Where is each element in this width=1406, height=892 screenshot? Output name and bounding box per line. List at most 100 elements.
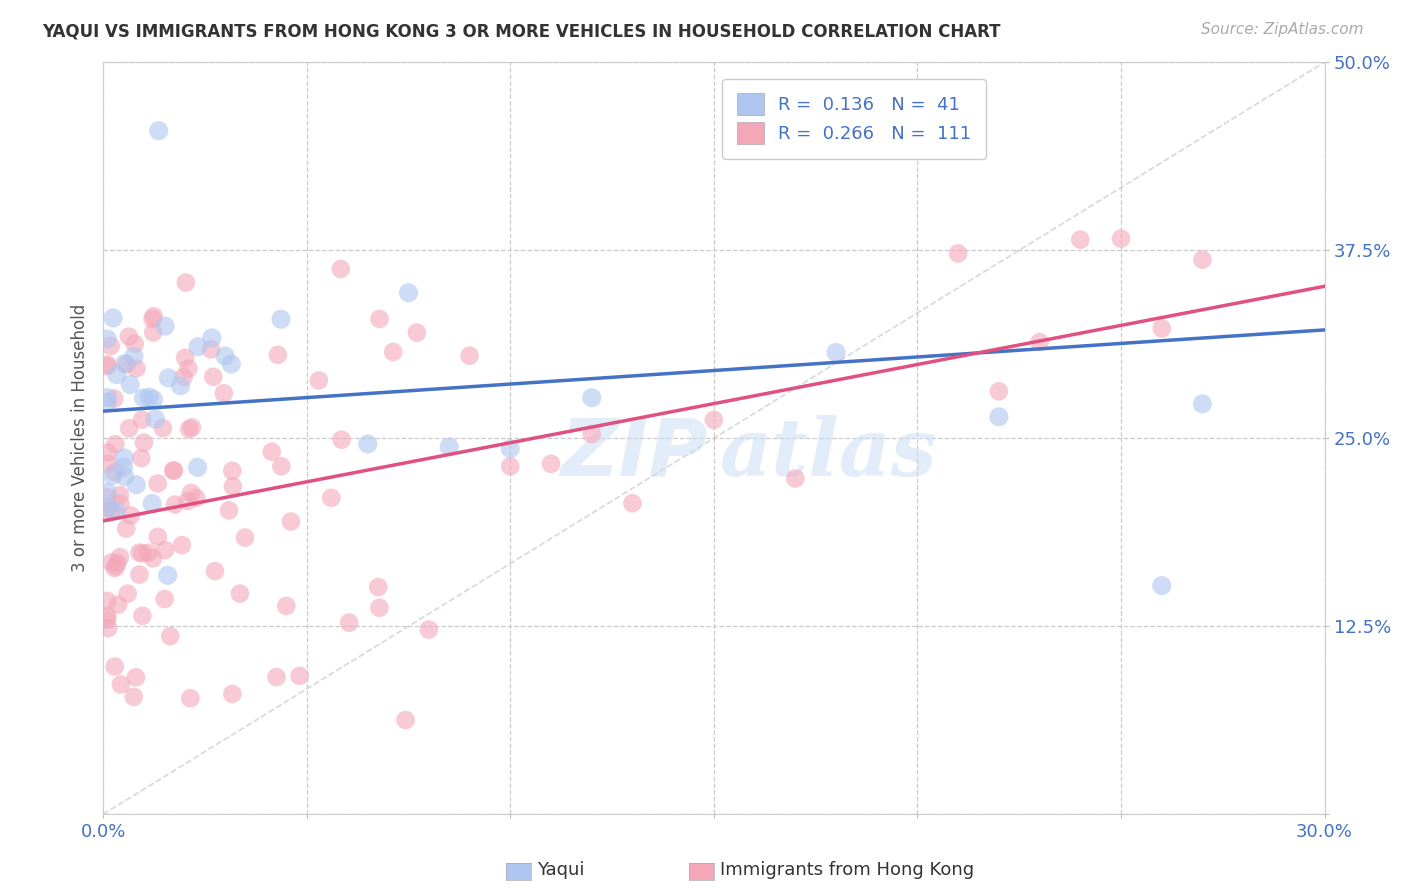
- Point: [825, 345, 848, 359]
- Point: [157, 371, 180, 385]
- Point: [987, 384, 1010, 399]
- Point: [103, 392, 125, 406]
- Text: Source: ZipAtlas.com: Source: ZipAtlas.com: [1201, 22, 1364, 37]
- Point: [1191, 397, 1213, 411]
- Point: [112, 450, 135, 465]
- Point: [110, 496, 132, 510]
- Point: [145, 412, 167, 426]
- Point: [105, 556, 128, 570]
- Point: [97, 621, 120, 635]
- Point: [270, 312, 292, 326]
- Point: [118, 329, 141, 343]
- Point: [1191, 252, 1213, 267]
- Text: ZIP: ZIP: [561, 414, 707, 492]
- Point: [368, 312, 391, 326]
- Point: [458, 349, 481, 363]
- Point: [221, 687, 243, 701]
- Point: [222, 479, 245, 493]
- Text: Immigrants from Hong Kong: Immigrants from Hong Kong: [720, 861, 974, 879]
- Point: [987, 409, 1010, 424]
- Point: [96, 503, 118, 517]
- Point: [418, 623, 440, 637]
- Point: [1150, 321, 1173, 335]
- Point: [499, 459, 522, 474]
- Point: [382, 345, 405, 359]
- Point: [398, 285, 420, 300]
- Point: [122, 690, 145, 704]
- Point: [104, 659, 127, 673]
- Point: [180, 486, 202, 500]
- Point: [170, 538, 193, 552]
- Point: [280, 515, 302, 529]
- Point: [204, 564, 226, 578]
- Point: [125, 477, 148, 491]
- Point: [179, 422, 201, 436]
- Point: [96, 485, 118, 500]
- Point: [221, 464, 243, 478]
- Point: [152, 421, 174, 435]
- Point: [499, 442, 522, 456]
- Point: [1069, 233, 1091, 247]
- Point: [621, 496, 644, 510]
- Point: [101, 310, 124, 325]
- Point: [120, 508, 142, 523]
- Point: [266, 670, 288, 684]
- Point: [96, 490, 118, 504]
- Point: [131, 413, 153, 427]
- Point: [153, 319, 176, 334]
- Point: [117, 587, 139, 601]
- Point: [202, 369, 225, 384]
- Point: [96, 332, 118, 346]
- Point: [368, 600, 391, 615]
- Point: [129, 451, 152, 466]
- Point: [703, 413, 725, 427]
- Point: [540, 457, 562, 471]
- Point: [187, 460, 209, 475]
- Point: [97, 457, 120, 471]
- Point: [128, 545, 150, 559]
- Point: [1150, 579, 1173, 593]
- Point: [96, 613, 118, 627]
- Point: [187, 340, 209, 354]
- Point: [97, 445, 120, 459]
- Point: [176, 494, 198, 508]
- Point: [142, 326, 165, 340]
- Point: [96, 391, 118, 405]
- Point: [276, 599, 298, 613]
- Point: [177, 361, 200, 376]
- Point: [337, 615, 360, 630]
- Point: [118, 421, 141, 435]
- Point: [308, 374, 330, 388]
- Point: [115, 522, 138, 536]
- Point: [146, 530, 169, 544]
- Point: [581, 391, 603, 405]
- Point: [100, 339, 122, 353]
- Point: [108, 550, 131, 565]
- Point: [114, 469, 136, 483]
- Point: [267, 348, 290, 362]
- Point: [96, 358, 118, 372]
- Point: [104, 437, 127, 451]
- Point: [105, 368, 128, 382]
- Point: [138, 390, 160, 404]
- Point: [125, 361, 148, 376]
- Point: [148, 123, 170, 137]
- Point: [96, 395, 118, 409]
- Point: [142, 309, 165, 323]
- Point: [233, 531, 256, 545]
- Point: [179, 691, 201, 706]
- Point: [200, 343, 222, 357]
- Point: [112, 460, 135, 475]
- Point: [169, 378, 191, 392]
- Point: [114, 357, 136, 371]
- Point: [110, 677, 132, 691]
- Point: [96, 359, 118, 373]
- Point: [946, 246, 969, 260]
- Point: [132, 391, 155, 405]
- Point: [96, 500, 118, 515]
- Point: [174, 351, 197, 365]
- Point: [214, 349, 236, 363]
- Point: [146, 476, 169, 491]
- Text: atlas: atlas: [720, 415, 938, 492]
- Point: [288, 669, 311, 683]
